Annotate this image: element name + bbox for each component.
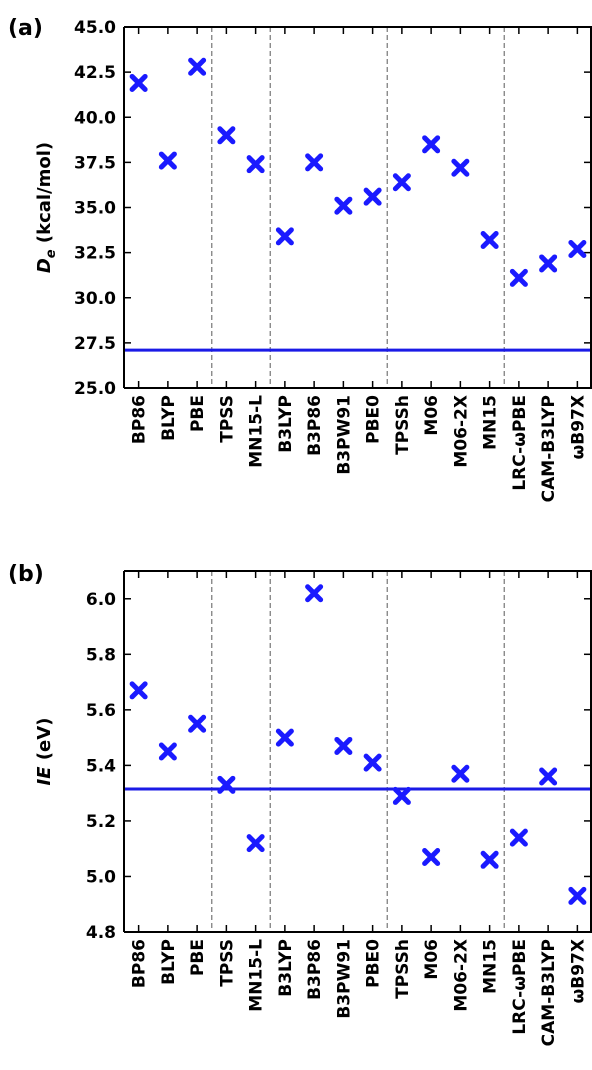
y-tick-label: 5.6: [86, 701, 116, 721]
y-tick-label: 25.0: [74, 379, 116, 399]
category-label: TPSSh: [393, 939, 413, 999]
category-label: LRC-ωPBE: [510, 939, 530, 1035]
category-label: PBE0: [364, 395, 384, 444]
category-label: B3P86: [305, 395, 325, 456]
data-point: [305, 153, 324, 172]
data-point: [539, 767, 558, 786]
y-axis-subscript: e: [44, 249, 59, 258]
data-point: [188, 714, 207, 733]
category-label: TPSS: [217, 395, 237, 443]
y-tick-label: 37.5: [74, 153, 116, 173]
category-label: ωB97X: [568, 395, 588, 460]
y-tick-label: 5.2: [86, 812, 116, 832]
panel-label: (b): [8, 562, 44, 587]
category-label: TPSSh: [393, 395, 413, 455]
data-point: [539, 254, 558, 273]
y-tick-label: 42.5: [74, 63, 116, 83]
data-point: [392, 173, 411, 192]
data-point: [246, 834, 265, 853]
category-label: B3PW91: [334, 939, 354, 1019]
y-axis-symbol: D: [34, 258, 55, 273]
y-tick-label: 6.0: [86, 590, 116, 610]
data-point: [334, 196, 353, 215]
panel-a: (a) 25.0 27.5 30.0 32.5 35.0 37.5 40.0 42.5 45.0 B…: [8, 16, 592, 502]
category-label: PBE0: [364, 939, 384, 988]
data-point: [451, 158, 470, 177]
data-point: [451, 764, 470, 783]
panel-b: (b) 4.8 5.0 5.2 5.4 5.6 5.8 6.0 BP86 BLYP PBE TPSS M…: [8, 562, 592, 1046]
data-point: [158, 742, 177, 761]
data-point: [246, 155, 265, 174]
data-point: [129, 681, 148, 700]
data-point: [334, 736, 353, 755]
data-point: [509, 268, 528, 287]
category-label: B3P86: [305, 939, 325, 1000]
data-point: [275, 227, 294, 246]
y-axis-title: IE (eV): [34, 718, 55, 786]
data-point: [129, 73, 148, 92]
category-label: MN15-L: [247, 939, 267, 1012]
data-point: [363, 187, 382, 206]
category-label: M06: [422, 939, 442, 980]
category-label: PBE: [188, 939, 208, 976]
category-label: LRC-ωPBE: [510, 395, 530, 491]
data-point: [480, 850, 499, 869]
category-label: BLYP: [159, 395, 179, 441]
y-tick-label: 32.5: [74, 244, 116, 264]
y-axis-unit: (kcal/mol): [34, 142, 55, 250]
category-label: CAM-B3LYP: [539, 939, 559, 1046]
data-point: [158, 151, 177, 170]
y-axis-symbol: IE: [34, 766, 55, 786]
data-point: [392, 786, 411, 805]
category-label: MN15: [481, 939, 501, 994]
category-label: CAM-B3LYP: [539, 395, 559, 502]
y-tick-label: 35.0: [74, 199, 116, 219]
y-tick-label: 5.8: [86, 645, 116, 665]
y-axis-unit: (eV): [34, 718, 55, 767]
category-label: MN15-L: [247, 395, 267, 468]
y-tick-label: 5.0: [86, 867, 116, 887]
category-label: MN15: [481, 395, 501, 450]
category-label: B3PW91: [334, 395, 354, 475]
data-point: [422, 135, 441, 154]
data-point: [217, 775, 236, 794]
data-point: [509, 828, 528, 847]
category-label: BP86: [130, 939, 150, 988]
data-point: [568, 886, 587, 905]
category-label: TPSS: [217, 939, 237, 987]
data-point: [275, 728, 294, 747]
y-tick-label: 27.5: [74, 334, 116, 354]
data-point: [422, 848, 441, 867]
y-tick-label: 5.4: [86, 756, 116, 776]
data-point: [305, 584, 324, 603]
data-point: [363, 753, 382, 772]
category-label: M06: [422, 395, 442, 436]
category-label: BP86: [130, 395, 150, 444]
category-label: M06-2X: [451, 939, 471, 1012]
y-tick-label: 40.0: [74, 108, 116, 128]
data-point: [568, 240, 587, 259]
y-tick-label: 4.8: [86, 923, 116, 943]
panel-label: (a): [8, 16, 43, 41]
category-label: PBE: [188, 395, 208, 432]
y-tick-label: 30.0: [74, 289, 116, 309]
data-point: [188, 57, 207, 76]
category-label: BLYP: [159, 939, 179, 985]
data-point: [217, 126, 236, 145]
data-point: [480, 230, 499, 249]
category-label: M06-2X: [451, 395, 471, 468]
category-label: B3LYP: [276, 395, 296, 453]
y-axis-title: De (kcal/mol): [34, 142, 59, 273]
y-tick-label: 45.0: [74, 18, 116, 38]
category-label: B3LYP: [276, 939, 296, 997]
category-label: ωB97X: [568, 939, 588, 1004]
